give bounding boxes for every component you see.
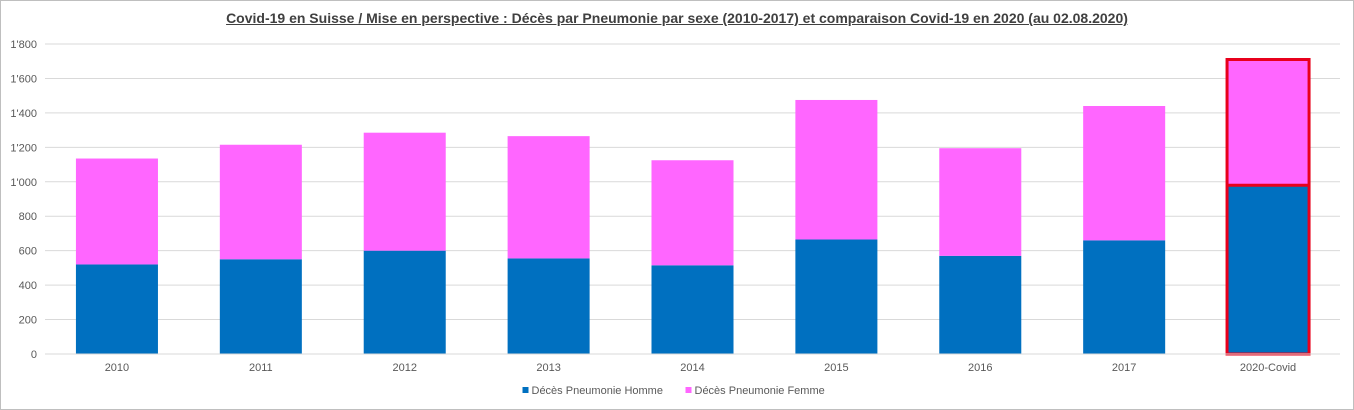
bar-femme-2020-Covid	[1227, 59, 1310, 186]
y-tick-label: 0	[31, 349, 37, 361]
x-tick-label: 2010	[105, 362, 129, 374]
legend-label: Décès Pneumonie Homme	[532, 385, 663, 397]
y-tick-label: 200	[19, 315, 37, 327]
bars	[75, 58, 1311, 356]
x-axis-ticks: 2010 2011 2012 2013 2014 2015 2016 2017 2020-Cov…	[105, 362, 1296, 374]
bar-homme-2010	[75, 264, 158, 354]
bar-femme-2015	[795, 99, 878, 240]
legend-swatch	[522, 387, 529, 393]
y-tick-label: 1'600	[10, 73, 37, 85]
bar-femme-2013	[507, 136, 590, 259]
bar-homme-2017	[1083, 240, 1166, 354]
legend-label: Décès Pneumonie Femme	[695, 385, 825, 397]
bar-homme-2016	[939, 255, 1022, 354]
y-tick-label: 800	[19, 211, 37, 223]
bar-homme-2014	[651, 265, 734, 354]
bar-homme-2011	[219, 259, 302, 354]
bar-femme-2014	[651, 160, 734, 266]
bar-femme-2011	[219, 144, 302, 260]
y-tick-label: 1'000	[10, 177, 37, 189]
bar-femme-2016	[939, 148, 1022, 256]
bar-homme-2012	[363, 250, 446, 354]
x-tick-label: 2020-Covid	[1240, 362, 1296, 374]
bar-homme-2015	[795, 239, 878, 354]
bar-homme-2013	[507, 258, 590, 354]
bar-femme-2010	[75, 158, 158, 265]
x-tick-label: 2017	[1112, 362, 1136, 374]
y-axis-ticks: 0 200 400 600 800 1'000 1'200 1'400 1'600 1'800	[10, 39, 37, 361]
y-tick-label: 1'200	[10, 142, 37, 154]
x-tick-label: 2014	[680, 362, 704, 374]
bar-homme-2020-Covid	[1227, 185, 1310, 354]
x-tick-label: 2011	[249, 362, 273, 374]
x-tick-label: 2016	[968, 362, 992, 374]
chart-title: Covid-19 en Suisse / Mise en perspective…	[226, 10, 1128, 26]
x-tick-label: 2013	[536, 362, 560, 374]
x-tick-label: 2015	[824, 362, 848, 374]
legend-swatch	[685, 387, 692, 393]
y-tick-label: 1'800	[10, 39, 37, 51]
y-tick-label: 400	[19, 280, 37, 292]
legend: Décès Pneumonie Homme Décès Pneumonie Fem…	[522, 385, 825, 397]
x-tick-label: 2012	[392, 362, 416, 374]
y-tick-label: 1'400	[10, 108, 37, 120]
bar-femme-2012	[363, 132, 446, 251]
y-tick-label: 600	[19, 246, 37, 258]
bar-femme-2017	[1083, 106, 1166, 241]
